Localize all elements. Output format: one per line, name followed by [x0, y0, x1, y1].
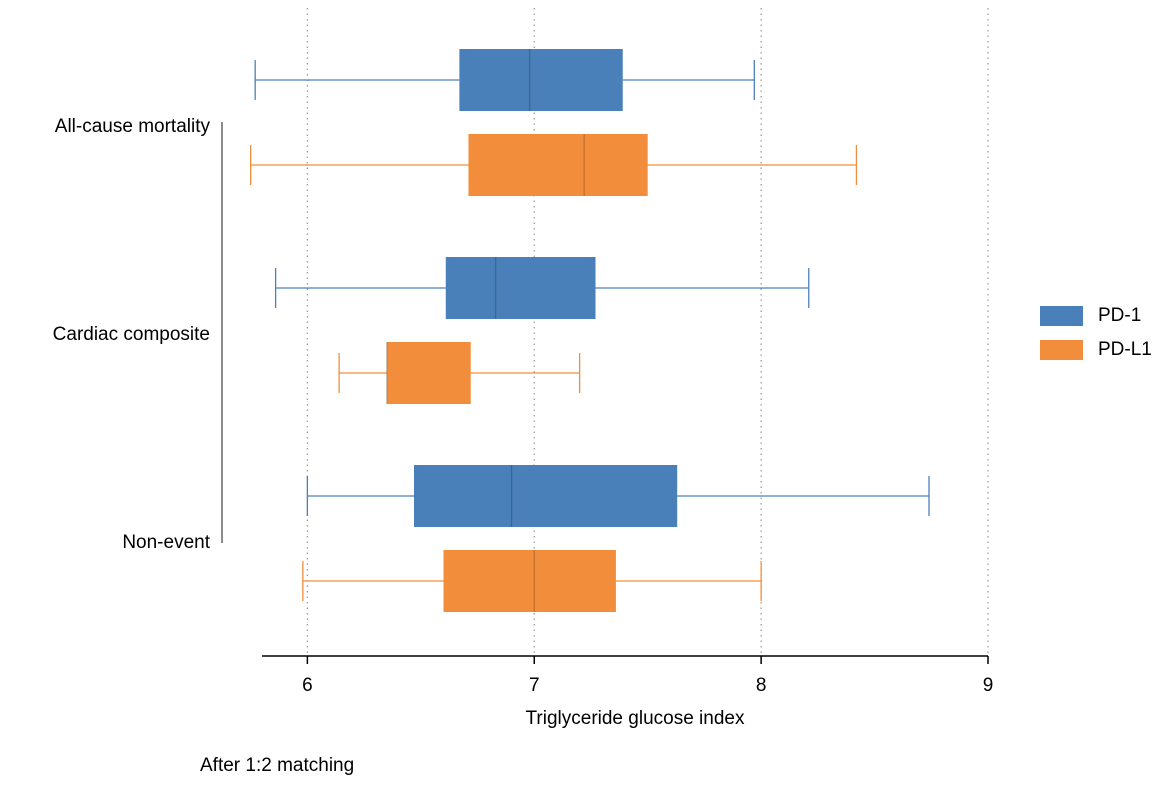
y-tick-label: Non-event: [122, 532, 210, 553]
legend-label: PD-1: [1098, 305, 1141, 326]
x-tick-label: 6: [302, 675, 313, 696]
x-tick-label: 7: [529, 675, 540, 696]
legend-swatch: [1040, 340, 1083, 360]
x-axis-label: Triglyceride glucose index: [526, 708, 745, 729]
y-tick-label: All-cause mortality: [55, 116, 211, 137]
box: [468, 134, 648, 196]
box: [445, 257, 596, 319]
legend-label: PD-L1: [1098, 339, 1152, 360]
box: [459, 49, 623, 111]
y-tick-label: Cardiac composite: [53, 324, 210, 345]
box: [414, 465, 678, 527]
legend-swatch: [1040, 306, 1083, 326]
x-tick-label: 8: [756, 675, 767, 696]
note: After 1:2 matching: [200, 755, 354, 776]
box: [386, 342, 471, 404]
box: [443, 550, 616, 612]
x-tick-label: 9: [983, 675, 994, 696]
